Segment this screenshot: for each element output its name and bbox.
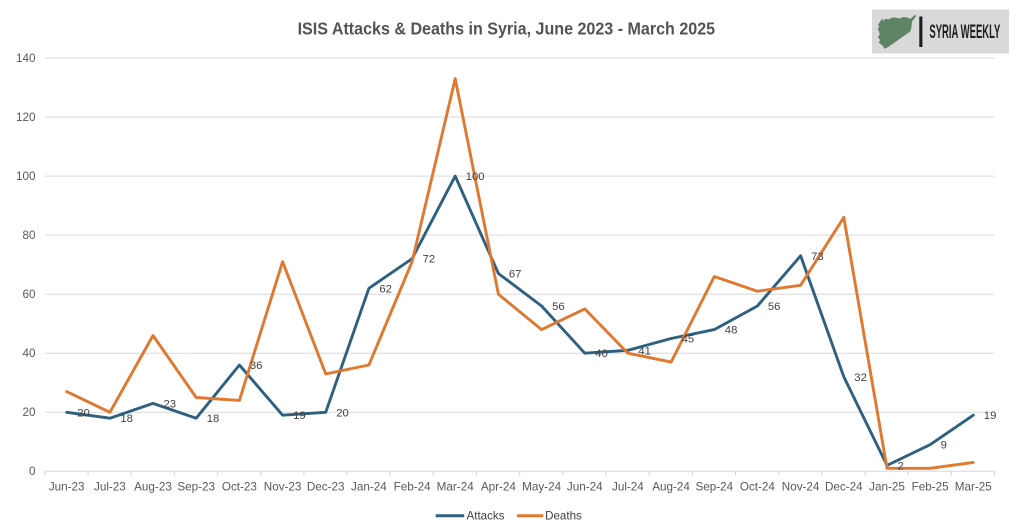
svg-text:Jan-24: Jan-24 (351, 481, 387, 494)
svg-text:32: 32 (854, 372, 867, 384)
svg-text:0: 0 (29, 465, 36, 478)
svg-text:Aug-23: Aug-23 (134, 481, 172, 494)
svg-text:ISIS Attacks & Deaths in Syria: ISIS Attacks & Deaths in Syria, June 202… (298, 18, 716, 38)
svg-text:40: 40 (595, 348, 608, 360)
svg-text:45: 45 (682, 334, 695, 346)
svg-text:Mar-24: Mar-24 (437, 481, 475, 494)
svg-text:100: 100 (16, 170, 36, 183)
svg-text:Feb-24: Feb-24 (394, 481, 432, 494)
svg-text:23: 23 (164, 398, 177, 410)
svg-text:80: 80 (22, 229, 36, 242)
svg-text:73: 73 (811, 251, 824, 263)
svg-text:Mar-25: Mar-25 (955, 481, 993, 494)
svg-text:May-24: May-24 (522, 481, 561, 494)
svg-text:62: 62 (379, 283, 392, 295)
svg-text:Feb-25: Feb-25 (912, 481, 950, 494)
svg-text:19: 19 (984, 410, 997, 422)
svg-text:100: 100 (466, 171, 485, 183)
svg-text:41: 41 (638, 345, 651, 357)
svg-text:20: 20 (336, 407, 349, 419)
svg-text:56: 56 (552, 301, 565, 313)
svg-text:Oct-23: Oct-23 (222, 481, 257, 494)
svg-text:9: 9 (941, 440, 947, 452)
svg-text:Jul-23: Jul-23 (94, 481, 126, 494)
svg-text:140: 140 (16, 52, 36, 65)
svg-text:Attacks: Attacks (467, 510, 505, 523)
svg-text:Sep-24: Sep-24 (695, 481, 733, 494)
svg-text:Deaths: Deaths (545, 510, 582, 523)
svg-text:Dec-24: Dec-24 (825, 481, 863, 494)
svg-text:Jun-23: Jun-23 (49, 481, 85, 494)
svg-text:Jan-25: Jan-25 (869, 481, 905, 494)
svg-text:56: 56 (768, 301, 781, 313)
svg-text:Oct-24: Oct-24 (740, 481, 776, 494)
svg-text:Sep-23: Sep-23 (177, 481, 215, 494)
svg-text:Dec-23: Dec-23 (307, 481, 345, 494)
svg-text:2: 2 (898, 460, 904, 472)
svg-text:SYRIA WEEKLY: SYRIA WEEKLY (929, 22, 1000, 43)
svg-text:Aug-24: Aug-24 (652, 481, 690, 494)
svg-text:48: 48 (725, 325, 738, 337)
svg-text:19: 19 (293, 410, 306, 422)
svg-text:40: 40 (22, 347, 36, 360)
svg-text:Nov-24: Nov-24 (782, 481, 820, 494)
svg-text:60: 60 (22, 288, 36, 301)
svg-text:20: 20 (22, 406, 36, 419)
svg-text:18: 18 (207, 413, 220, 425)
svg-text:Jun-24: Jun-24 (567, 481, 603, 494)
svg-text:18: 18 (120, 413, 133, 425)
svg-text:Nov-23: Nov-23 (264, 481, 302, 494)
svg-text:67: 67 (509, 269, 522, 281)
svg-text:Jul-24: Jul-24 (612, 481, 644, 494)
svg-text:36: 36 (250, 360, 263, 372)
svg-text:20: 20 (77, 407, 90, 419)
svg-text:120: 120 (16, 111, 36, 124)
svg-text:Apr-24: Apr-24 (481, 481, 517, 494)
svg-text:72: 72 (423, 254, 436, 266)
